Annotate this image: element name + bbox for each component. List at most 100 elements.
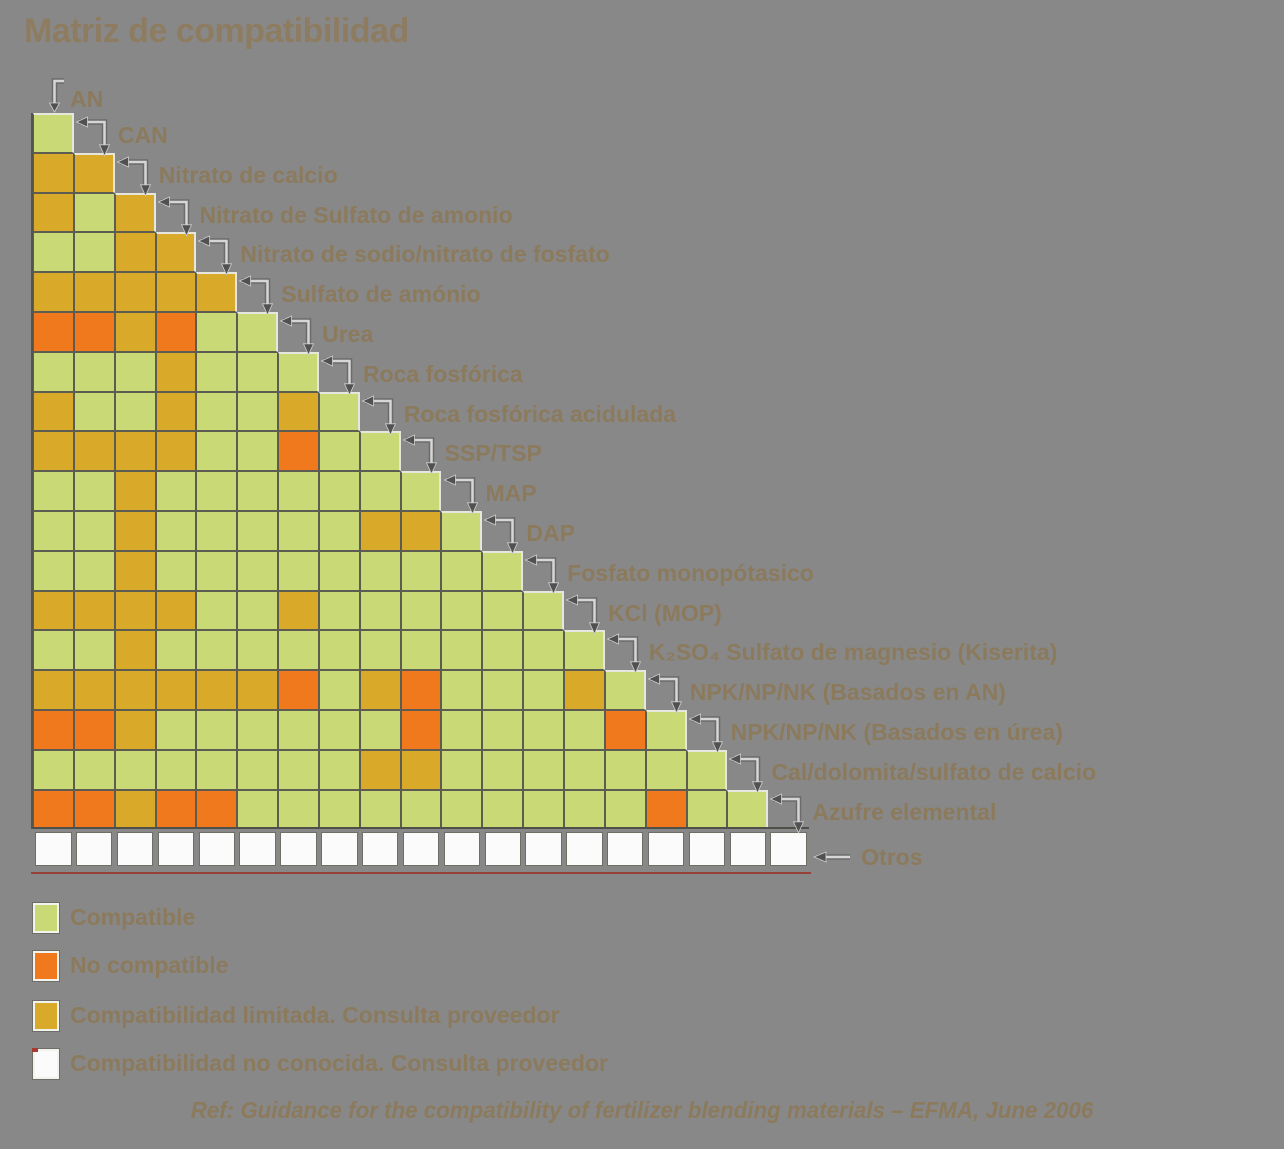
material-label-an: AN: [70, 86, 104, 112]
matrix-cell-npk-np-nk-basados-en-rea-x-dap: [482, 710, 524, 750]
matrix-cell-npk-np-nk-basados-en-an-x-nitrato-de-calcio: [114, 670, 156, 710]
matrix-cell-fosfato-monop-tasico-x-can: [73, 550, 115, 591]
matrix-row-nitrato-de-sulfato-de-amonio: [31, 192, 156, 233]
matrix-cell-otros-x-k-so-sulfato-de-magnesio-kiserita: [607, 831, 644, 866]
matrix-cell-fosfato-monop-tasico-x-nitrato-de-calcio: [114, 550, 156, 591]
label-arrow-icon: [769, 792, 805, 834]
matrix-cell-npk-np-nk-basados-en-an-x-roca-fosf-rica: [318, 670, 360, 710]
matrix-cell-azufre-elemental-x-cal-dolomita-sulfato-de-calcio: [727, 789, 769, 830]
matrix-cell-npk-np-nk-basados-en-an-x-an: [33, 670, 74, 710]
matrix-cell-npk-np-nk-basados-en-rea-x-an: [33, 710, 74, 750]
matrix-cell-roca-fosf-rica-acidulada-x-nitrato-de-sulfato-de-amonio: [155, 391, 197, 432]
matrix-cell-roca-fosf-rica-x-can: [73, 351, 115, 392]
matrix-cell-ssp-tsp-x-can: [73, 431, 115, 472]
matrix-cell-k-so-sulfato-de-magnesio-kiserita-x-ssp-tsp: [400, 630, 442, 671]
material-label-roca-fosf-rica: Roca fosfórica: [362, 360, 523, 387]
matrix-cell-kcl-mop-x-sulfato-de-am-nio: [237, 590, 279, 631]
matrix-row-roca-fosf-rica: [31, 351, 319, 392]
matrix-cell-ssp-tsp-x-nitrato-de-calcio: [114, 431, 156, 472]
matrix-cell-npk-np-nk-basados-en-an-x-nitrato-de-sulfato-de-amonio: [155, 670, 197, 710]
label-arrow-icon: [688, 713, 723, 754]
matrix-cell-sulfato-de-am-nio-x-nitrato-de-sulfato-de-amonio: [155, 272, 197, 312]
matrix-cell-urea-x-nitrato-de-sulfato-de-amonio: [155, 312, 197, 352]
matrix-cell-k-so-sulfato-de-magnesio-kiserita-x-urea: [278, 630, 319, 671]
matrix-row-roca-fosf-rica-acidulada: [31, 391, 360, 432]
matrix-cell-azufre-elemental-x-map: [441, 789, 483, 830]
label-arrow-icon: [524, 554, 560, 595]
matrix-cell-npk-np-nk-basados-en-rea-x-urea: [278, 710, 319, 750]
matrix-cell-roca-fosf-rica-acidulada-x-urea: [278, 391, 319, 432]
matrix-cell-dap-x-nitrato-de-sulfato-de-amonio: [155, 511, 197, 551]
material-label-can: CAN: [117, 122, 168, 148]
material-label-nitrato-de-calcio: Nitrato de calcio: [158, 161, 338, 188]
matrix-cell-fosfato-monop-tasico-x-roca-fosf-rica-acidulada: [359, 550, 401, 591]
material-label-azufre-elemental: Azufre elemental: [812, 798, 997, 825]
matrix-cell-azufre-elemental-x-npk-np-nk-basados-en-an: [645, 789, 687, 830]
label-arrow-icon: [361, 394, 396, 436]
matrix-cell-nitrato-de-sulfato-de-amonio-x-an: [33, 192, 74, 233]
matrix-cell-npk-np-nk-basados-en-an-x-sulfato-de-am-nio: [237, 670, 279, 710]
matrix-cell-nitrato-de-calcio-x-an: [33, 152, 74, 193]
matrix-cell-npk-np-nk-basados-en-rea-x-roca-fosf-rica-acidulada: [359, 710, 401, 750]
matrix-row-can: [31, 113, 74, 153]
matrix-cell-npk-np-nk-basados-en-an-x-map: [441, 670, 483, 710]
matrix-cell-k-so-sulfato-de-magnesio-kiserita-x-dap: [482, 630, 524, 671]
matrix-cell-npk-np-nk-basados-en-rea-x-fosfato-monop-tasico: [523, 710, 564, 750]
label-arrow-icon: [48, 78, 64, 113]
matrix-cell-cal-dolomita-sulfato-de-calcio-x-map: [441, 749, 483, 790]
matrix-cell-kcl-mop-x-map: [441, 590, 483, 631]
matrix-cell-npk-np-nk-basados-en-rea-x-nitrato-de-sodio-nitrato-de-fosfato: [196, 710, 238, 750]
matrix-cell-k-so-sulfato-de-magnesio-kiserita-x-nitrato-de-calcio: [114, 630, 156, 671]
matrix-cell-npk-np-nk-basados-en-an-x-roca-fosf-rica-acidulada: [359, 670, 401, 710]
material-label-roca-fosf-rica-acidulada: Roca fosfórica acidulada: [403, 400, 677, 427]
matrix-cell-cal-dolomita-sulfato-de-calcio-x-urea: [278, 749, 319, 790]
matrix-cell-otros-x-azufre-elemental: [770, 831, 807, 866]
matrix-cell-azufre-elemental-x-roca-fosf-rica: [318, 789, 360, 830]
legend-item-label: Compatibilidad limitada. Consulta provee…: [70, 1002, 560, 1028]
matrix-cell-cal-dolomita-sulfato-de-calcio-x-ssp-tsp: [400, 749, 442, 790]
matrix-cell-map-x-sulfato-de-am-nio: [237, 471, 279, 511]
legend-swatch-no-conocida: [32, 1048, 60, 1080]
matrix-cell-k-so-sulfato-de-magnesio-kiserita-x-roca-fosf-rica: [318, 630, 360, 671]
matrix-cell-cal-dolomita-sulfato-de-calcio-x-dap: [482, 749, 524, 790]
legend-swatch-compatible: [32, 902, 60, 934]
label-arrow-icon: [197, 235, 233, 277]
matrix-cell-kcl-mop-x-dap: [482, 590, 524, 631]
matrix-cell-cal-dolomita-sulfato-de-calcio-x-nitrato-de-calcio: [114, 749, 156, 790]
matrix-cell-k-so-sulfato-de-magnesio-kiserita-x-roca-fosf-rica-acidulada: [359, 630, 401, 671]
label-arrow-icon: [157, 195, 192, 237]
matrix-cell-azufre-elemental-x-roca-fosf-rica-acidulada: [359, 789, 401, 830]
material-label-ssp-tsp: SSP/TSP: [444, 440, 542, 467]
matrix-cell-otros-x-dap: [484, 831, 521, 866]
matrix-cell-k-so-sulfato-de-magnesio-kiserita-x-an: [33, 630, 74, 671]
matrix-cell-map-x-nitrato-de-sodio-nitrato-de-fosfato: [196, 471, 238, 511]
matrix-cell-urea-x-nitrato-de-calcio: [114, 312, 156, 352]
matrix-cell-map-x-nitrato-de-calcio: [114, 471, 156, 511]
matrix-cell-urea-x-nitrato-de-sodio-nitrato-de-fosfato: [196, 312, 238, 352]
matrix-cell-ssp-tsp-x-roca-fosf-rica: [318, 431, 360, 472]
matrix-cell-azufre-elemental-x-nitrato-de-calcio: [114, 789, 156, 830]
matrix-cell-roca-fosf-rica-acidulada-x-can: [73, 391, 115, 432]
matrix-cell-cal-dolomita-sulfato-de-calcio-x-kcl-mop: [563, 749, 605, 790]
matrix-row-dap: [31, 511, 483, 551]
matrix-cell-otros-x-roca-fosf-rica: [321, 831, 358, 866]
matrix-cell-otros-x-map: [443, 831, 481, 866]
matrix-cell-azufre-elemental-x-ssp-tsp: [400, 789, 442, 830]
matrix-cell-ssp-tsp-x-urea: [278, 431, 319, 472]
matrix-cell-dap-x-roca-fosf-rica-acidulada: [359, 511, 401, 551]
matrix-cell-roca-fosf-rica-acidulada-x-roca-fosf-rica: [318, 391, 360, 432]
matrix-row-nitrato-de-calcio: [31, 152, 115, 193]
matrix-cell-urea-x-can: [73, 312, 115, 352]
matrix-cell-map-x-urea: [278, 471, 319, 511]
matrix-cell-k-so-sulfato-de-magnesio-kiserita-x-nitrato-de-sulfato-de-amonio: [155, 630, 197, 671]
matrix-cell-kcl-mop-x-roca-fosf-rica: [318, 590, 360, 631]
matrix-cell-npk-np-nk-basados-en-rea-x-sulfato-de-am-nio: [237, 710, 279, 750]
label-arrow-icon: [443, 474, 478, 515]
material-label-fosfato-monop-tasico: Fosfato monopótasico: [567, 559, 814, 586]
matrix-cell-otros-x-npk-np-nk-basados-en-an: [647, 831, 685, 866]
matrix-cell-azufre-elemental-x-nitrato-de-sulfato-de-amonio: [155, 789, 197, 830]
matrix-cell-dap-x-map: [441, 511, 483, 551]
material-label-otros: Otros: [861, 844, 923, 870]
matrix-row-npk-np-nk-basados-en-rea: [31, 710, 687, 750]
matrix-cell-nitrato-de-sodio-nitrato-de-fosfato-x-an: [33, 232, 74, 273]
